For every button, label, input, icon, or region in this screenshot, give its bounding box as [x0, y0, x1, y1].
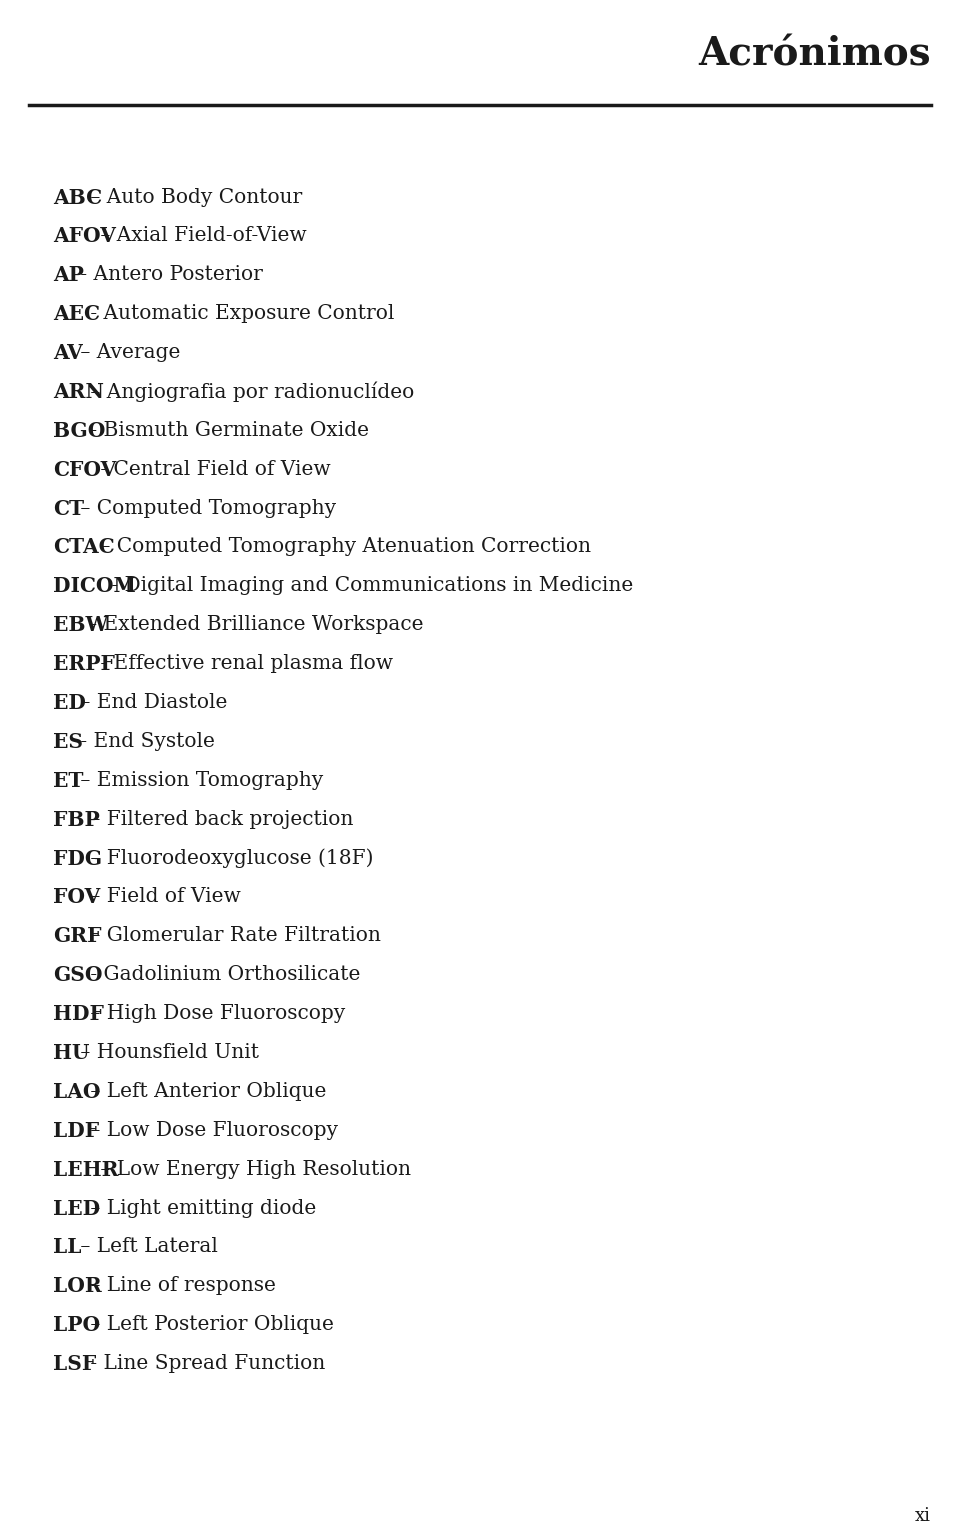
Text: LOR: LOR [53, 1276, 102, 1296]
Text: – Left Posterior Oblique: – Left Posterior Oblique [84, 1316, 334, 1334]
Text: ABC: ABC [53, 188, 102, 207]
Text: – Glomerular Rate Filtration: – Glomerular Rate Filtration [84, 927, 381, 945]
Text: AV: AV [53, 343, 83, 363]
Text: - Line Spread Function: - Line Spread Function [84, 1354, 325, 1373]
Text: ARN: ARN [53, 381, 104, 403]
Text: CFOV: CFOV [53, 460, 116, 480]
Text: FBP: FBP [53, 810, 100, 830]
Text: FOV: FOV [53, 887, 100, 907]
Text: LAO: LAO [53, 1082, 100, 1102]
Text: – Left Lateral: – Left Lateral [74, 1237, 217, 1256]
Text: AEC: AEC [53, 304, 100, 324]
Text: AFOV: AFOV [53, 226, 115, 246]
Text: FDG: FDG [53, 848, 102, 868]
Text: Acrónimos: Acrónimos [699, 35, 931, 74]
Text: ES: ES [53, 732, 83, 752]
Text: ERPF: ERPF [53, 655, 114, 675]
Text: – End Diastole: – End Diastole [74, 693, 227, 712]
Text: - Extended Brilliance Workspace: - Extended Brilliance Workspace [84, 615, 423, 635]
Text: - Central Field of View: - Central Field of View [94, 460, 331, 478]
Text: xi: xi [915, 1506, 931, 1525]
Text: - Antero Posterior: - Antero Posterior [74, 266, 262, 284]
Text: – Low Energy High Resolution: – Low Energy High Resolution [94, 1159, 411, 1179]
Text: – Computed Tomography Atenuation Correction: – Computed Tomography Atenuation Correct… [94, 538, 591, 556]
Text: – Low Dose Fluoroscopy: – Low Dose Fluoroscopy [84, 1120, 338, 1140]
Text: DICOM: DICOM [53, 576, 135, 596]
Text: LED: LED [53, 1199, 100, 1219]
Text: - Automatic Exposure Control: - Automatic Exposure Control [84, 304, 395, 323]
Text: CT: CT [53, 498, 84, 518]
Text: LL: LL [53, 1237, 82, 1257]
Text: - Digital Imaging and Communications in Medicine: - Digital Imaging and Communications in … [105, 576, 633, 595]
Text: – Computed Tomography: – Computed Tomography [74, 498, 336, 518]
Text: – Hounsfield Unit: – Hounsfield Unit [74, 1044, 258, 1062]
Text: - Gadolinium Orthosilicate: - Gadolinium Orthosilicate [84, 965, 360, 984]
Text: LEHR: LEHR [53, 1159, 118, 1180]
Text: HU: HU [53, 1044, 89, 1064]
Text: – Auto Body Contour: – Auto Body Contour [84, 188, 302, 206]
Text: LSF: LSF [53, 1354, 96, 1374]
Text: – Fluorodeoxyglucose (18F): – Fluorodeoxyglucose (18F) [84, 848, 373, 868]
Text: – Average: – Average [74, 343, 180, 363]
Text: HDF: HDF [53, 1004, 104, 1024]
Text: GRF: GRF [53, 927, 102, 947]
Text: - Effective renal plasma flow: - Effective renal plasma flow [94, 655, 394, 673]
Text: – Filtered back projection: – Filtered back projection [84, 810, 353, 828]
Text: - End Systole: - End Systole [74, 732, 214, 752]
Text: LPO: LPO [53, 1316, 100, 1336]
Text: LDF: LDF [53, 1120, 99, 1140]
Text: - Bismuth Germinate Oxide: - Bismuth Germinate Oxide [84, 421, 369, 440]
Text: BGO: BGO [53, 421, 106, 441]
Text: ED: ED [53, 693, 85, 713]
Text: – Light emitting diode: – Light emitting diode [84, 1199, 316, 1217]
Text: – Emission Tomography: – Emission Tomography [74, 770, 323, 790]
Text: – Axial Field-of-View: – Axial Field-of-View [94, 226, 307, 246]
Text: – High Dose Fluoroscopy: – High Dose Fluoroscopy [84, 1004, 346, 1024]
Text: AP: AP [53, 266, 84, 286]
Text: – Left Anterior Oblique: – Left Anterior Oblique [84, 1082, 326, 1100]
Text: CTAC: CTAC [53, 538, 114, 558]
Text: EBW: EBW [53, 615, 108, 635]
Text: GSO: GSO [53, 965, 103, 985]
Text: – Field of View: – Field of View [84, 887, 241, 907]
Text: ET: ET [53, 770, 84, 792]
Text: – Line of response: – Line of response [84, 1276, 276, 1296]
Text: – Angiografia por radionuclídeo: – Angiografia por radionuclídeo [84, 381, 414, 403]
